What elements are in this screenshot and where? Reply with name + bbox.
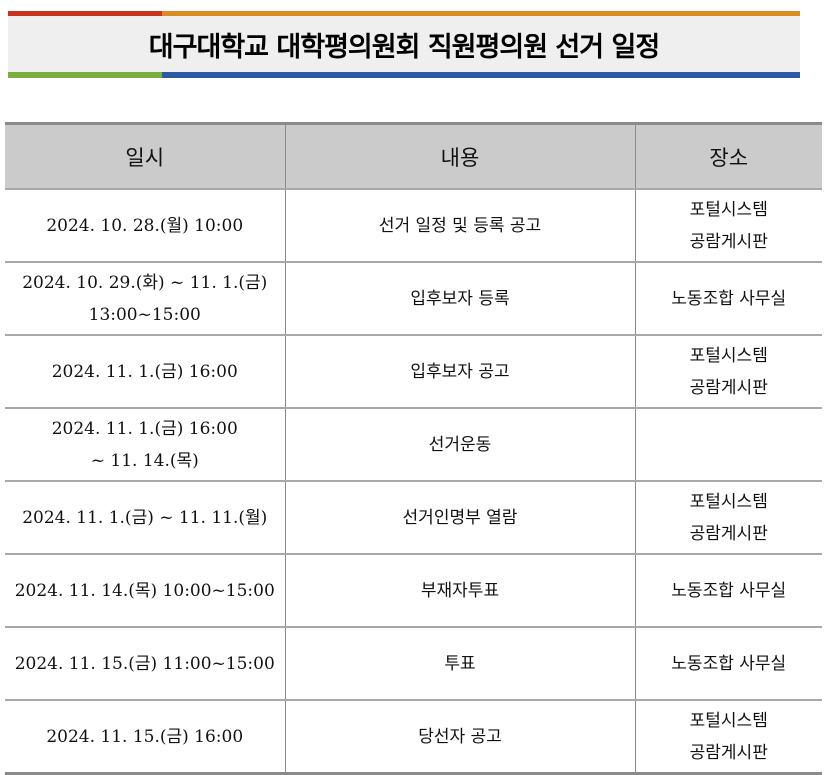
header-content: 내용: [284, 123, 636, 190]
content-cell: 선거운동: [284, 407, 636, 482]
content-cell: 당선자 공고: [284, 699, 636, 774]
table-row: 2024. 10. 29.(화) ~ 11. 1.(금) 13:00~15:00 입…: [5, 261, 822, 336]
place-cell-line: 공람게시판: [689, 742, 768, 763]
date-cell: 2024. 10. 28.(월) 10:00: [5, 188, 286, 263]
table-row: 2024. 11. 14.(목) 10:00~15:00 부재자투표 노동조합 사무…: [5, 553, 822, 628]
bottom-stripe: [8, 72, 800, 78]
date-cell-line: 2024. 11. 15.(금) 16:00: [46, 726, 244, 747]
page-title: 대구대학교 대학평의원회 직원평의원 선거 일정: [148, 31, 660, 63]
table-row: 2024. 11. 1.(금) 16:00 ~ 11. 14.(목) 선거운동: [5, 407, 822, 482]
date-cell: 2024. 11. 15.(금) 16:00: [5, 699, 286, 774]
date-cell: 2024. 10. 29.(화) ~ 11. 1.(금) 13:00~15:00: [5, 261, 286, 336]
place-cell-line: 노동조합 사무실: [671, 288, 787, 309]
date-cell-line: 2024. 10. 28.(월) 10:00: [46, 215, 244, 236]
content-cell: 선거인명부 열람: [284, 480, 636, 555]
place-cell-line: 포털시스템: [689, 491, 768, 512]
content-cell: 입후보자 등록: [284, 261, 636, 336]
date-cell: 2024. 11. 1.(금) 16:00: [5, 334, 286, 409]
date-cell: 2024. 11. 15.(금) 11:00~15:00: [5, 626, 286, 701]
header-date: 일시: [5, 123, 286, 190]
date-cell-line: 2024. 11. 14.(목) 10:00~15:00: [14, 580, 275, 601]
table-row: 2024. 11. 1.(금) ~ 11. 11.(월) 선거인명부 열람 포털시스…: [5, 480, 822, 555]
place-cell-line: 공람게시판: [689, 377, 768, 398]
content-cell: 부재자투표: [284, 553, 636, 628]
date-cell-line: 2024. 11. 15.(금) 11:00~15:00: [14, 653, 275, 674]
content-cell: 투표: [284, 626, 636, 701]
table-row: 2024. 11. 1.(금) 16:00 입후보자 공고 포털시스템 공람게시판: [5, 334, 822, 409]
place-cell: 노동조합 사무실: [634, 261, 822, 336]
place-cell: 노동조합 사무실: [634, 626, 822, 701]
place-cell: 노동조합 사무실: [634, 553, 822, 628]
date-cell-line: 2024. 11. 1.(금) 16:00: [51, 361, 238, 382]
title-banner: 대구대학교 대학평의원회 직원평의원 선거 일정: [8, 11, 800, 78]
header-row: 일시 내용 장소: [5, 123, 822, 190]
stripe-red: [8, 11, 162, 16]
table-row: 2024. 11. 15.(금) 16:00 당선자 공고 포털시스템 공람게시판: [5, 699, 822, 774]
schedule-table: 일시 내용 장소 2024. 10. 28.(월) 10:00 선거 일정 및 등…: [5, 122, 822, 775]
stripe-green: [8, 72, 162, 78]
header-place: 장소: [634, 123, 822, 190]
date-cell-line: 2024. 11. 1.(금) 16:00: [51, 418, 238, 439]
date-cell-line: 13:00~15:00: [88, 304, 201, 325]
date-cell-line: 2024. 10. 29.(화) ~ 11. 1.(금): [22, 272, 268, 293]
place-cell-line: 포털시스템: [689, 345, 768, 366]
content-cell: 선거 일정 및 등록 공고: [284, 188, 636, 263]
date-cell-line: ~ 11. 14.(목): [90, 450, 199, 471]
place-cell-line: 포털시스템: [689, 199, 768, 220]
top-stripe: [8, 11, 800, 16]
place-cell-line: 노동조합 사무실: [671, 653, 787, 674]
stripe-blue: [162, 72, 800, 78]
place-cell-line: 공람게시판: [689, 231, 768, 252]
place-cell-line: 공람게시판: [689, 523, 768, 544]
table-row: 2024. 10. 28.(월) 10:00 선거 일정 및 등록 공고 포털시스템…: [5, 188, 822, 263]
date-cell: 2024. 11. 1.(금) ~ 11. 11.(월): [5, 480, 286, 555]
place-cell-line: 노동조합 사무실: [671, 580, 787, 601]
date-cell: 2024. 11. 1.(금) 16:00 ~ 11. 14.(목): [5, 407, 286, 482]
place-cell: [634, 407, 822, 482]
table-row: 2024. 11. 15.(금) 11:00~15:00 투표 노동조합 사무실: [5, 626, 822, 701]
date-cell-line: 2024. 11. 1.(금) ~ 11. 11.(월): [22, 507, 268, 528]
date-cell: 2024. 11. 14.(목) 10:00~15:00: [5, 553, 286, 628]
content-cell: 입후보자 공고: [284, 334, 636, 409]
place-cell-line: 포털시스템: [689, 710, 768, 731]
stripe-orange: [162, 11, 800, 16]
